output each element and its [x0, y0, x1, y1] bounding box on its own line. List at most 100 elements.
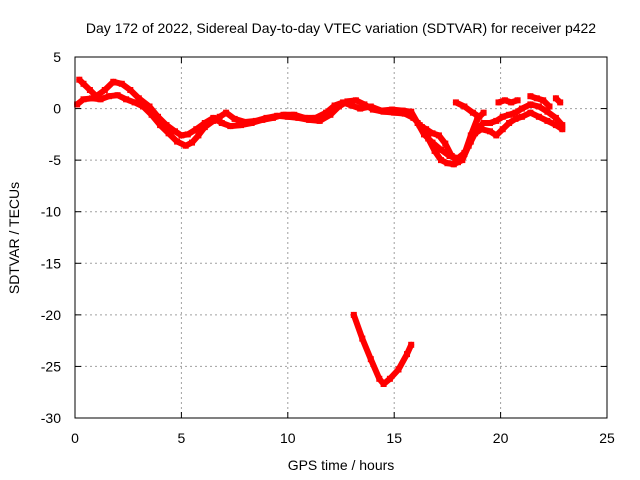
data-point — [223, 109, 230, 116]
y-tick-label: -30 — [41, 410, 61, 426]
data-point — [552, 95, 559, 102]
data-point — [527, 109, 534, 116]
data-point — [231, 115, 238, 122]
data-point — [331, 102, 338, 109]
data-point — [238, 122, 244, 129]
data-point — [442, 140, 449, 147]
data-point — [469, 109, 476, 116]
data-point — [404, 351, 410, 358]
data-point — [163, 122, 170, 129]
data-point — [455, 159, 461, 166]
y-tick-label: -25 — [41, 358, 61, 374]
data-point — [269, 114, 276, 121]
data-point — [146, 103, 153, 110]
data-point — [386, 375, 393, 382]
x-tick-label: 25 — [599, 430, 615, 446]
data-point — [450, 161, 457, 168]
y-tick-label: -5 — [49, 152, 62, 168]
data-point — [227, 123, 234, 130]
data-point — [493, 132, 500, 139]
data-point — [165, 130, 172, 137]
data-point — [340, 99, 347, 106]
series-line-5 — [495, 97, 521, 106]
data-point — [527, 93, 534, 100]
data-point — [487, 128, 493, 135]
data-point — [552, 122, 559, 129]
plot-frame — [74, 56, 608, 419]
x-tick-labels: 0 5 10 15 20 25 — [71, 430, 615, 446]
data-point — [352, 97, 359, 104]
y-tick-label: -10 — [41, 204, 61, 220]
data-point — [535, 103, 542, 110]
data-point — [421, 131, 427, 138]
data-point — [461, 103, 468, 110]
data-point — [501, 97, 508, 104]
data-point — [429, 139, 436, 146]
data-point — [357, 105, 364, 112]
data-point — [74, 101, 81, 108]
data-point — [195, 132, 202, 139]
data-point — [367, 103, 374, 110]
data-point — [527, 101, 534, 108]
data-point — [359, 335, 366, 342]
series-line-6 — [527, 93, 553, 110]
y-tick-labels: 5 0 -5 -10 -15 -20 -25 -30 — [41, 49, 61, 426]
data-point — [487, 120, 493, 126]
data-point — [135, 95, 142, 102]
data-point — [416, 122, 423, 129]
x-tick-label: 0 — [71, 430, 79, 446]
data-point — [361, 101, 368, 108]
data-point — [280, 111, 287, 118]
data-point — [89, 95, 95, 102]
y-tick-label: -20 — [41, 307, 61, 323]
data-point — [557, 99, 564, 106]
data-point — [178, 132, 185, 139]
chart-title: Day 172 of 2022, Sidereal Day-to-day VTE… — [86, 20, 596, 36]
data-point — [114, 92, 121, 99]
x-tick-label: 10 — [280, 430, 296, 446]
data-point — [423, 126, 430, 133]
data-point — [493, 117, 500, 124]
data-series — [74, 76, 566, 387]
data-point — [201, 124, 208, 131]
series-line-4 — [452, 99, 483, 120]
data-point — [201, 120, 208, 126]
data-point — [476, 113, 483, 120]
data-point — [478, 126, 485, 133]
data-point — [174, 138, 181, 145]
data-point — [452, 99, 459, 106]
x-axis-label: GPS time / hours — [288, 457, 395, 473]
data-point — [438, 146, 444, 153]
data-point — [431, 147, 438, 154]
data-point — [291, 111, 298, 118]
data-point — [518, 105, 525, 112]
data-point — [546, 103, 553, 110]
data-point — [189, 139, 195, 146]
data-point — [80, 80, 87, 87]
data-point — [376, 375, 383, 382]
data-point — [408, 108, 415, 115]
data-point — [118, 80, 125, 87]
data-point — [380, 381, 387, 387]
data-point — [480, 109, 487, 116]
data-point — [348, 102, 355, 109]
data-point — [467, 132, 474, 139]
y-tick-label: -15 — [41, 255, 61, 271]
x-tick-label: 5 — [178, 430, 186, 446]
data-point — [367, 356, 374, 363]
data-point — [323, 109, 330, 116]
data-point — [378, 107, 385, 114]
data-point — [76, 76, 83, 83]
data-point — [259, 116, 266, 123]
data-point — [535, 113, 542, 120]
tick-marks — [74, 56, 608, 419]
data-point — [444, 160, 451, 167]
data-point — [327, 111, 334, 118]
y-axis-label: SDTVAR / TECUs — [6, 182, 22, 294]
data-point — [533, 95, 540, 102]
data-point — [399, 107, 406, 114]
data-point — [248, 120, 255, 126]
data-point — [157, 122, 164, 129]
